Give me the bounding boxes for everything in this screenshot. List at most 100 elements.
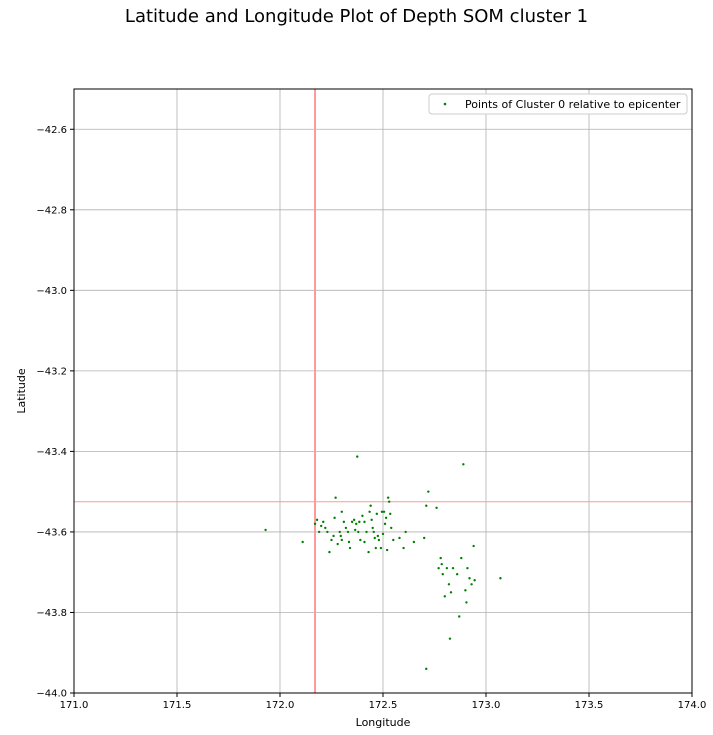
data-point xyxy=(322,520,325,524)
data-point xyxy=(332,534,335,538)
data-point xyxy=(389,512,392,516)
data-point xyxy=(374,546,377,550)
data-point xyxy=(390,526,393,530)
data-point xyxy=(437,566,440,570)
x-tick-label: 172.0 xyxy=(266,700,295,711)
x-tick-label: 173.0 xyxy=(472,700,501,711)
data-point xyxy=(338,530,341,534)
data-point xyxy=(447,583,451,586)
chart-title: Latitude and Longitude Plot of Depth SOM… xyxy=(124,6,589,27)
data-point xyxy=(317,530,321,534)
data-point xyxy=(368,510,371,513)
data-point xyxy=(373,536,376,540)
data-point xyxy=(445,566,449,570)
x-tick-label: 171.5 xyxy=(163,700,192,711)
data-point xyxy=(470,583,473,586)
data-point xyxy=(358,520,361,524)
data-point xyxy=(381,532,385,536)
data-point xyxy=(367,550,370,554)
data-point xyxy=(449,591,453,594)
data-point xyxy=(386,496,390,499)
data-point xyxy=(473,579,476,582)
data-point xyxy=(264,528,267,532)
legend-marker xyxy=(443,102,447,106)
data-point xyxy=(340,538,343,542)
y-tick-label: −43.0 xyxy=(36,286,67,297)
data-point xyxy=(383,522,387,526)
x-tick-label: 173.5 xyxy=(575,700,604,711)
data-point xyxy=(342,520,346,524)
data-point xyxy=(334,496,337,499)
data-point xyxy=(423,536,426,540)
data-point xyxy=(435,506,438,509)
data-point xyxy=(346,530,350,534)
data-point xyxy=(326,530,329,534)
data-point xyxy=(398,536,401,540)
data-point xyxy=(379,546,383,550)
data-point xyxy=(363,540,366,544)
data-point xyxy=(472,544,475,548)
data-point xyxy=(347,540,351,544)
data-point xyxy=(404,530,407,534)
data-point xyxy=(356,455,359,458)
data-point xyxy=(336,542,339,546)
data-point xyxy=(339,534,342,538)
data-point xyxy=(466,566,469,570)
y-tick-label: −44.0 xyxy=(36,689,67,700)
data-point xyxy=(425,667,428,671)
data-point xyxy=(382,510,386,513)
y-tick-label: −43.2 xyxy=(36,366,67,377)
data-point xyxy=(324,526,327,530)
data-point xyxy=(357,530,360,534)
data-point xyxy=(375,512,379,516)
data-point xyxy=(377,538,381,542)
data-point xyxy=(361,514,364,518)
data-point xyxy=(365,530,368,534)
data-point xyxy=(348,546,352,550)
data-point xyxy=(301,540,304,544)
reference-lines xyxy=(74,89,692,693)
data-point xyxy=(376,534,380,538)
data-point xyxy=(412,540,416,544)
data-point xyxy=(369,504,372,507)
data-point xyxy=(328,550,331,554)
y-tick-label: −43.6 xyxy=(36,527,67,538)
y-axis-label: Latitude xyxy=(15,368,28,414)
data-points xyxy=(264,455,502,671)
x-axis-label: Longitude xyxy=(356,716,411,729)
data-point xyxy=(340,510,343,513)
data-point xyxy=(425,504,428,507)
data-point xyxy=(371,526,374,530)
data-point xyxy=(320,524,323,528)
data-point xyxy=(458,615,461,618)
data-point xyxy=(402,546,405,550)
data-point xyxy=(363,520,366,524)
y-tick-label: −42.8 xyxy=(36,205,67,216)
y-tick-label: −42.6 xyxy=(36,125,67,136)
legend: Points of Cluster 0 relative to epicente… xyxy=(428,93,688,115)
data-point xyxy=(439,556,442,560)
data-point xyxy=(443,595,446,598)
data-point xyxy=(330,538,333,542)
data-point xyxy=(350,520,354,524)
data-point xyxy=(464,589,467,592)
data-point xyxy=(333,516,336,520)
data-point xyxy=(344,526,348,530)
data-point xyxy=(353,528,357,532)
data-point xyxy=(427,490,430,493)
data-point xyxy=(441,573,444,576)
data-point xyxy=(380,510,384,513)
data-point xyxy=(465,601,468,604)
data-point xyxy=(372,530,375,534)
data-point xyxy=(384,516,388,520)
data-point xyxy=(448,637,452,640)
data-point xyxy=(451,566,455,570)
data-point xyxy=(392,538,395,542)
legend-box xyxy=(428,93,688,115)
axis-ticks: 171.0 171.5 172.0 172.5 173.0 173.5 174.0 −42.6… xyxy=(36,125,706,711)
data-point xyxy=(440,562,443,566)
y-tick-label: −43.4 xyxy=(36,447,67,458)
grid-lines xyxy=(73,89,693,694)
data-point xyxy=(355,522,358,526)
